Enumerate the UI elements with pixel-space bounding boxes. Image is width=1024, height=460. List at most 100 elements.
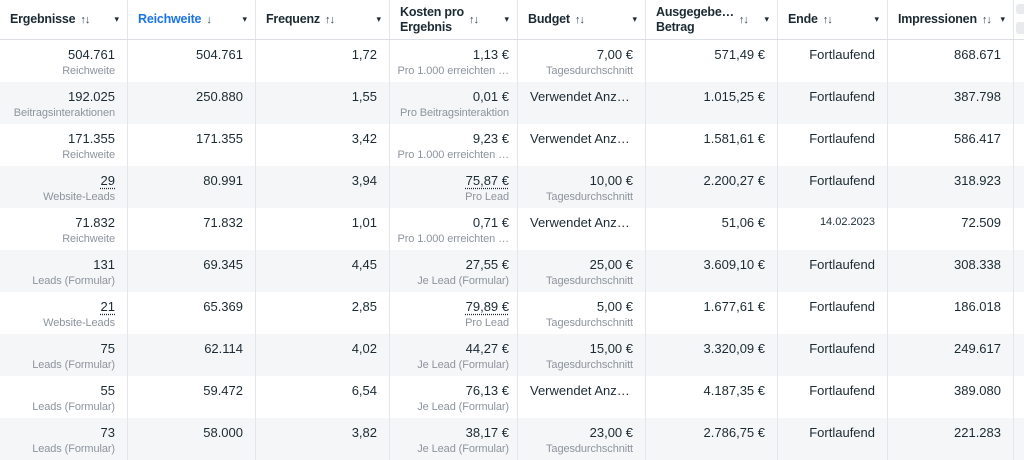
sort-icon[interactable]: ↑↓ (80, 13, 90, 26)
cell-ergebnisse: 75 Leads (Formular) (0, 334, 128, 376)
chevron-down-icon[interactable]: ▾ (632, 14, 637, 24)
sort-icon[interactable]: ↑↓ (981, 13, 992, 26)
kosten-pro-ergebnis-value[interactable]: 79,89 € (465, 299, 509, 314)
cell-impressionen: 249.617 (888, 334, 1014, 376)
cell-frequenz: 3,42 (256, 124, 390, 166)
frequenz-value: 1,01 (351, 215, 377, 230)
cell-ausgegebener-betrag: 2.786,75 € (646, 418, 778, 460)
kosten-pro-ergebnis-sublabel: Pro Lead (465, 191, 509, 203)
next-column-sliver (1014, 82, 1024, 124)
chevron-down-icon[interactable]: ▾ (874, 14, 879, 24)
chevron-down-icon[interactable]: ▾ (242, 14, 247, 24)
impressionen-value: 387.798 (954, 89, 1001, 104)
column-label-budget: Budget (528, 12, 570, 26)
ergebnisse-value[interactable]: 21 (100, 299, 115, 314)
ende-value: Fortlaufend (809, 383, 875, 398)
column-label-line: Betrag (656, 19, 695, 34)
column-header-budget[interactable]: Budget ↑↓ ▾ (518, 0, 646, 39)
cell-ausgegebener-betrag: 3.609,10 € (646, 250, 778, 292)
cell-frequenz: 1,01 (256, 208, 390, 250)
cell-ende: Fortlaufend (778, 376, 888, 418)
next-column-sliver (1014, 292, 1024, 334)
sort-icon[interactable]: ↑↓ (468, 13, 479, 26)
sort-icon[interactable]: ↑↓ (738, 13, 749, 26)
ergebnisse-sublabel: Reichweite (62, 149, 115, 161)
ergebnisse-sublabel: Reichweite (62, 65, 115, 77)
ende-value: 14.02.2023 (819, 216, 875, 228)
sort-icon[interactable]: ↑↓ (822, 13, 833, 26)
reichweite-value: 171.355 (196, 131, 243, 146)
budget-value: 23,00 € (589, 425, 633, 440)
column-header-frequenz[interactable]: Frequenz ↑↓ ▾ (256, 0, 390, 39)
chevron-down-icon[interactable]: ▾ (376, 14, 381, 24)
ergebnisse-value[interactable]: 29 (100, 173, 115, 188)
cell-impressionen: 186.018 (888, 292, 1014, 334)
kosten-pro-ergebnis-sublabel: Pro Beitragsinteraktion (400, 107, 509, 119)
kosten-pro-ergebnis-value: 0,01 € (472, 89, 509, 104)
frequenz-value: 4,02 (351, 341, 377, 356)
frequenz-value: 6,54 (351, 383, 377, 398)
table-header-row: Ergebnisse ↑↓ ▾ Reichweite ↓ ▾ Frequenz ↑↓ ▾ Kost… (0, 0, 1024, 40)
ende-value: Fortlaufend (809, 173, 875, 188)
column-header-ausgegebener-betrag[interactable]: Ausgegebe… Betrag ↑↓ ▾ (646, 0, 778, 39)
cell-ausgegebener-betrag: 1.581,61 € (646, 124, 778, 166)
cell-frequenz: 4,02 (256, 334, 390, 376)
frequenz-value: 3,94 (351, 173, 377, 188)
cell-budget: 25,00 € Tagesdurchschnitt (518, 250, 646, 292)
ergebnisse-value: 131 (93, 257, 115, 272)
cell-budget: 5,00 € Tagesdurchschnitt (518, 292, 646, 334)
impressionen-value: 586.417 (954, 131, 1001, 146)
kosten-pro-ergebnis-sublabel: Je Lead (Formular) (417, 359, 509, 371)
reichweite-value: 250.880 (196, 89, 243, 104)
cell-ergebnisse: 71.832 Reichweite (0, 208, 128, 250)
next-column-sliver (1014, 40, 1024, 82)
column-header-kosten-pro-ergebnis[interactable]: Kosten pro Ergebnis ↑↓ ▾ (390, 0, 518, 39)
ergebnisse-sublabel: Leads (Formular) (32, 401, 115, 413)
column-header-ende[interactable]: Ende ↑↓ ▾ (778, 0, 888, 39)
sort-icon[interactable]: ↑↓ (324, 13, 335, 26)
ergebnisse-sublabel: Leads (Formular) (32, 443, 115, 455)
cell-ausgegebener-betrag: 51,06 € (646, 208, 778, 250)
chevron-down-icon[interactable]: ▾ (1000, 14, 1005, 24)
ende-value: Fortlaufend (809, 425, 875, 440)
cell-budget: Verwendet Anz… (518, 376, 646, 418)
column-header-reichweite[interactable]: Reichweite ↓ ▾ (128, 0, 256, 39)
kosten-pro-ergebnis-sublabel: Pro Lead (465, 317, 509, 329)
reichweite-value: 65.369 (203, 299, 243, 314)
budget-value: 7,00 € (596, 47, 633, 62)
kosten-pro-ergebnis-value[interactable]: 75,87 € (465, 173, 509, 188)
column-label-line: Ausgegebe… (656, 4, 734, 19)
chevron-down-icon[interactable]: ▾ (114, 14, 119, 24)
column-header-ergebnisse[interactable]: Ergebnisse ↑↓ ▾ (0, 0, 128, 39)
impressionen-value: 249.617 (954, 341, 1001, 356)
sort-icon[interactable]: ↑↓ (574, 13, 585, 26)
ausgegebener-betrag-value: 2.200,27 € (703, 173, 765, 188)
cell-kosten-pro-ergebnis: 27,55 € Je Lead (Formular) (390, 250, 518, 292)
cell-kosten-pro-ergebnis: 44,27 € Je Lead (Formular) (390, 334, 518, 376)
cell-ende: Fortlaufend (778, 292, 888, 334)
cell-kosten-pro-ergebnis: 0,01 € Pro Beitragsinteraktion (390, 82, 518, 124)
column-label-reichweite: Reichweite (138, 12, 202, 26)
cell-reichweite: 80.991 (128, 166, 256, 208)
table-row: 29 Website-Leads 80.991 3,94 75,87 € Pro Lead… (0, 166, 1024, 208)
chevron-down-icon[interactable]: ▾ (504, 14, 509, 24)
ende-value: Fortlaufend (809, 131, 875, 146)
cell-kosten-pro-ergebnis: 38,17 € Je Lead (Formular) (390, 418, 518, 460)
table-row: 21 Website-Leads 65.369 2,85 79,89 € Pro Lead… (0, 292, 1024, 334)
cell-impressionen: 868.671 (888, 40, 1014, 82)
sort-icon[interactable]: ↓ (206, 13, 211, 26)
next-column-sliver (1014, 166, 1024, 208)
column-label-line: Ergebnis (400, 19, 452, 34)
column-header-impressionen[interactable]: Impressionen ↑↓ ▾ (888, 0, 1014, 39)
chevron-down-icon[interactable]: ▾ (764, 14, 769, 24)
impressionen-value: 221.283 (954, 425, 1001, 440)
reichweite-value: 69.345 (203, 257, 243, 272)
cell-kosten-pro-ergebnis: 0,71 € Pro 1.000 erreichten … (390, 208, 518, 250)
cell-ende: Fortlaufend (778, 166, 888, 208)
kosten-pro-ergebnis-value: 44,27 € (465, 341, 509, 356)
clipped-next-column-fragment (1016, 4, 1024, 14)
budget-sublabel: Tagesdurchschnitt (546, 275, 633, 287)
cell-kosten-pro-ergebnis: 9,23 € Pro 1.000 erreichten … (390, 124, 518, 166)
impressionen-value: 72.509 (961, 215, 1001, 230)
